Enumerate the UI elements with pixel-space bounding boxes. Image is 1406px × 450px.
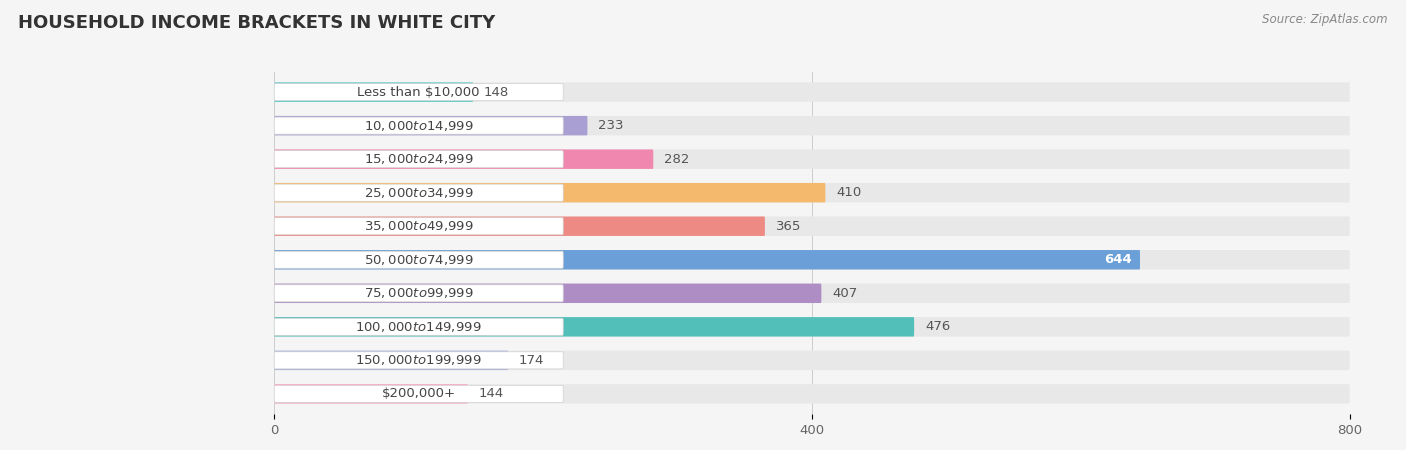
FancyBboxPatch shape bbox=[274, 351, 508, 370]
FancyBboxPatch shape bbox=[274, 251, 564, 268]
FancyBboxPatch shape bbox=[274, 149, 1350, 169]
Text: $200,000+: $200,000+ bbox=[381, 387, 456, 400]
FancyBboxPatch shape bbox=[274, 184, 564, 201]
FancyBboxPatch shape bbox=[274, 82, 1350, 102]
Text: $35,000 to $49,999: $35,000 to $49,999 bbox=[364, 219, 474, 233]
FancyBboxPatch shape bbox=[274, 82, 474, 102]
Text: HOUSEHOLD INCOME BRACKETS IN WHITE CITY: HOUSEHOLD INCOME BRACKETS IN WHITE CITY bbox=[18, 14, 495, 32]
Text: $50,000 to $74,999: $50,000 to $74,999 bbox=[364, 253, 474, 267]
Text: Less than $10,000: Less than $10,000 bbox=[357, 86, 479, 99]
Text: $10,000 to $14,999: $10,000 to $14,999 bbox=[364, 119, 474, 133]
FancyBboxPatch shape bbox=[274, 216, 1350, 236]
FancyBboxPatch shape bbox=[274, 285, 564, 302]
FancyBboxPatch shape bbox=[274, 317, 914, 337]
Text: $75,000 to $99,999: $75,000 to $99,999 bbox=[364, 286, 474, 300]
Text: 148: 148 bbox=[484, 86, 509, 99]
FancyBboxPatch shape bbox=[274, 284, 821, 303]
Text: 282: 282 bbox=[664, 153, 689, 166]
FancyBboxPatch shape bbox=[274, 216, 765, 236]
FancyBboxPatch shape bbox=[274, 117, 564, 134]
FancyBboxPatch shape bbox=[274, 116, 1350, 135]
Text: 365: 365 bbox=[776, 220, 801, 233]
FancyBboxPatch shape bbox=[274, 116, 588, 135]
Text: 144: 144 bbox=[478, 387, 503, 400]
Text: $25,000 to $34,999: $25,000 to $34,999 bbox=[364, 186, 474, 200]
Text: 174: 174 bbox=[519, 354, 544, 367]
Text: 644: 644 bbox=[1104, 253, 1132, 266]
FancyBboxPatch shape bbox=[274, 151, 564, 168]
Text: $15,000 to $24,999: $15,000 to $24,999 bbox=[364, 152, 474, 166]
Text: 407: 407 bbox=[832, 287, 858, 300]
FancyBboxPatch shape bbox=[274, 149, 654, 169]
FancyBboxPatch shape bbox=[274, 385, 564, 402]
FancyBboxPatch shape bbox=[274, 351, 1350, 370]
Text: $100,000 to $149,999: $100,000 to $149,999 bbox=[356, 320, 482, 334]
FancyBboxPatch shape bbox=[274, 317, 1350, 337]
FancyBboxPatch shape bbox=[274, 384, 468, 404]
FancyBboxPatch shape bbox=[274, 218, 564, 235]
Text: Source: ZipAtlas.com: Source: ZipAtlas.com bbox=[1263, 14, 1388, 27]
FancyBboxPatch shape bbox=[274, 250, 1350, 270]
FancyBboxPatch shape bbox=[274, 84, 564, 101]
FancyBboxPatch shape bbox=[274, 352, 564, 369]
FancyBboxPatch shape bbox=[274, 183, 825, 202]
Text: 233: 233 bbox=[598, 119, 624, 132]
FancyBboxPatch shape bbox=[274, 384, 1350, 404]
FancyBboxPatch shape bbox=[274, 318, 564, 335]
Text: 476: 476 bbox=[925, 320, 950, 333]
FancyBboxPatch shape bbox=[274, 183, 1350, 202]
FancyBboxPatch shape bbox=[274, 250, 1140, 270]
Text: $150,000 to $199,999: $150,000 to $199,999 bbox=[356, 353, 482, 367]
Text: 410: 410 bbox=[837, 186, 862, 199]
FancyBboxPatch shape bbox=[274, 284, 1350, 303]
